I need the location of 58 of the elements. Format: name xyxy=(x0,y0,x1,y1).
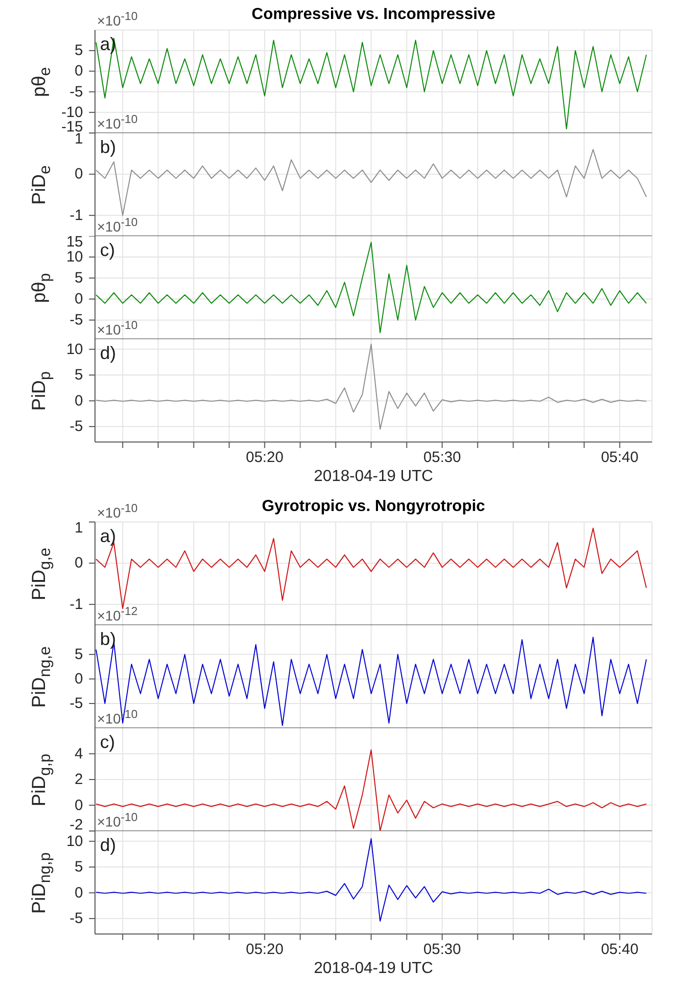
y-tick-label: 2 xyxy=(74,771,83,788)
annotation: ×10$^{-10}$ xyxy=(97,319,138,338)
y-tick-label: 4 xyxy=(74,745,83,762)
y-tick-label: 5 xyxy=(74,366,83,384)
y-tick-label: 0 xyxy=(74,62,83,80)
y-tick-label: -5 xyxy=(70,312,83,329)
x-tick-label: 05:20 xyxy=(246,449,284,466)
x-tick-label: 05:20 xyxy=(246,941,284,958)
y-tick-label: 5 xyxy=(74,858,83,876)
y-tick-label: 0 xyxy=(74,166,83,183)
y-tick-label: 1 xyxy=(74,520,83,536)
annotation: ×10$^{-10}$ xyxy=(97,113,138,132)
y-tick-label: 15 xyxy=(66,234,83,250)
y-tick-label: -5 xyxy=(70,418,83,436)
y-tick-label: -10 xyxy=(61,104,83,121)
annotation: a) xyxy=(100,526,116,547)
chart-title: Gyrotropic vs. Nongyrotropic xyxy=(262,498,486,515)
x-tick-label: 05:40 xyxy=(600,449,639,466)
y-tick-label: -5 xyxy=(70,910,83,928)
annotation: c) xyxy=(100,240,115,261)
y-tick-label: 10 xyxy=(66,340,83,358)
y-tick-label: 0 xyxy=(74,796,83,814)
annotation: c) xyxy=(100,732,115,753)
y-tick-label: -5 xyxy=(70,83,83,100)
y-tick-label: -1 xyxy=(70,596,83,613)
line-series xyxy=(96,242,647,334)
annotation: ×10$^{-12}$ xyxy=(97,605,138,624)
line-series xyxy=(96,838,647,922)
annotation: b) xyxy=(100,137,116,158)
y-tick-label: 0 xyxy=(74,670,83,688)
x-tick-label: 05:40 xyxy=(600,941,639,958)
text: ×10$^{-10}$ xyxy=(97,502,138,521)
y-tick-label: -1 xyxy=(70,206,83,224)
annotation: ×10$^{-10}$ xyxy=(97,216,138,235)
y-tick-label: 10 xyxy=(66,248,83,266)
text: ×10$^{-10}$ xyxy=(97,10,138,29)
line-series xyxy=(96,38,647,130)
y-tick-label: 0 xyxy=(74,392,83,410)
y-tick-label: 0 xyxy=(74,554,83,572)
y-tick-label: 5 xyxy=(74,270,83,287)
x-tick-label: 05:30 xyxy=(423,941,461,958)
y-tick-label: -2 xyxy=(70,816,83,834)
y-tick-label: 0 xyxy=(74,884,83,902)
y-tick-label: 0 xyxy=(74,290,83,308)
x-axis-title: 2018-04-19 UTC xyxy=(312,468,434,486)
y-tick-label: -5 xyxy=(70,694,83,712)
line-series xyxy=(96,344,647,430)
y-tick-label: 5 xyxy=(74,42,83,60)
annotation: b) xyxy=(100,629,116,650)
y-tick-label: 5 xyxy=(74,646,83,663)
annotation: d) xyxy=(100,835,116,856)
y-tick-label: 10 xyxy=(66,832,83,850)
y-tick-label: 1 xyxy=(74,130,83,148)
annotation: ×10$^{-10}$ xyxy=(97,811,138,830)
x-axis-title: 2018-04-19 UTC xyxy=(312,960,434,978)
chart-title: Compressive vs. Incompressive xyxy=(252,6,496,23)
annotation: d) xyxy=(100,343,116,364)
x-tick-label: 05:30 xyxy=(423,449,461,466)
